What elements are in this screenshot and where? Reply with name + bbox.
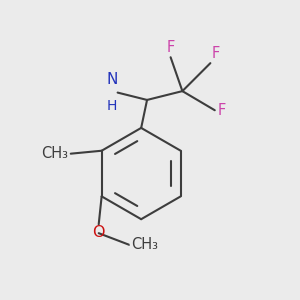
Text: H: H [106,99,117,113]
Text: F: F [217,103,225,118]
Text: F: F [212,46,220,61]
Text: N: N [106,72,117,87]
Text: F: F [167,40,175,55]
Text: CH₃: CH₃ [131,238,158,253]
Text: O: O [92,225,105,240]
Text: CH₃: CH₃ [41,146,68,161]
